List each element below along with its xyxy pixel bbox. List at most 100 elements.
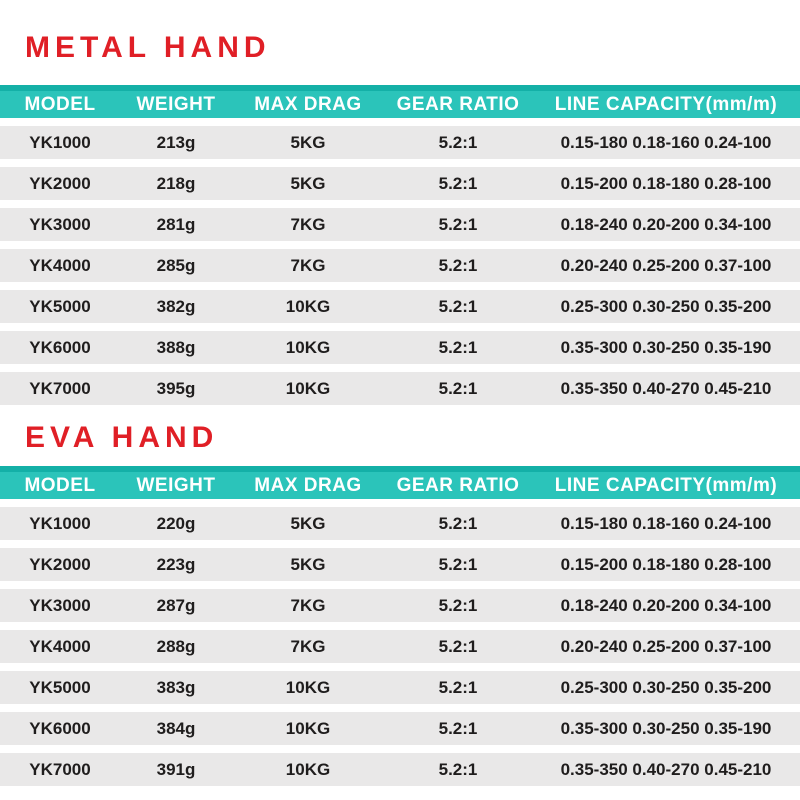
table-row: YK1000 220g 5KG 5.2:1 0.15-180 0.18-160 0.24… xyxy=(0,507,800,540)
table-cell: 0.20-240 0.25-200 0.37-100 xyxy=(560,636,772,656)
table-cell: 0.35-300 0.30-250 0.35-190 xyxy=(560,718,772,738)
table-cell: 5.2:1 xyxy=(438,595,478,615)
table-cell: 7KG xyxy=(290,255,326,275)
table-body: YK1000 213g 5KG 5.2:1 0.15-180 0.18-160 0.24… xyxy=(0,118,800,405)
table-cell: YK2000 xyxy=(29,554,91,574)
table-cell: 5KG xyxy=(290,554,326,574)
table-cell: 5.2:1 xyxy=(438,255,478,275)
table-cell: 383g xyxy=(156,677,196,697)
table-row: YK6000 384g 10KG 5.2:1 0.35-300 0.30-250 0.3… xyxy=(0,712,800,745)
table-cell: 5.2:1 xyxy=(438,718,478,738)
table-cell: 5.2:1 xyxy=(438,214,478,234)
table-cell: 5.2:1 xyxy=(438,337,478,357)
table-cell: 5.2:1 xyxy=(438,173,478,193)
column-header: WEIGHT xyxy=(136,93,216,115)
table-cell: 288g xyxy=(156,636,196,656)
table-cell: 388g xyxy=(156,337,196,357)
table-cell: YK5000 xyxy=(29,296,91,316)
table-cell: 5.2:1 xyxy=(438,554,478,574)
table-row: YK3000 287g 7KG 5.2:1 0.18-240 0.20-200 0.34… xyxy=(0,589,800,622)
table-cell: 0.20-240 0.25-200 0.37-100 xyxy=(560,255,772,275)
table-cell: 0.15-180 0.18-160 0.24-100 xyxy=(560,132,772,152)
table-cell: 5.2:1 xyxy=(438,513,478,533)
table-cell: 0.35-350 0.40-270 0.45-210 xyxy=(560,378,772,398)
table-cell: 220g xyxy=(156,513,196,533)
table-cell: 10KG xyxy=(285,378,331,398)
spec-table-section: EVA HAND MODEL WEIGHT MAX DRAG GEAR RATIO LIN… xyxy=(0,405,800,786)
table-cell: 287g xyxy=(156,595,196,615)
column-header: MODEL xyxy=(24,474,96,496)
table-row: YK4000 285g 7KG 5.2:1 0.20-240 0.25-200 0.37… xyxy=(0,249,800,282)
table-cell: 5.2:1 xyxy=(438,378,478,398)
column-header: MODEL xyxy=(24,93,96,115)
table-row: YK5000 382g 10KG 5.2:1 0.25-300 0.30-250 0.3… xyxy=(0,290,800,323)
table-cell: 10KG xyxy=(285,677,331,697)
table-cell: YK4000 xyxy=(29,255,91,275)
table-row: YK2000 223g 5KG 5.2:1 0.15-200 0.18-180 0.28… xyxy=(0,548,800,581)
column-header: MAX DRAG xyxy=(254,474,362,496)
column-header: LINE CAPACITY(mm/m) xyxy=(554,93,778,115)
table-cell: YK7000 xyxy=(29,759,91,779)
table-row: YK6000 388g 10KG 5.2:1 0.35-300 0.30-250 0.3… xyxy=(0,331,800,364)
table-body: YK1000 220g 5KG 5.2:1 0.15-180 0.18-160 0.24… xyxy=(0,499,800,786)
table-cell: 395g xyxy=(156,378,196,398)
table-cell: 0.15-200 0.18-180 0.28-100 xyxy=(560,554,772,574)
table-cell: YK3000 xyxy=(29,214,91,234)
spec-table-section: METAL HAND MODEL WEIGHT MAX DRAG GEAR RATIO L… xyxy=(0,30,800,405)
table-cell: YK4000 xyxy=(29,636,91,656)
table-cell: YK3000 xyxy=(29,595,91,615)
table-row: YK1000 213g 5KG 5.2:1 0.15-180 0.18-160 0.24… xyxy=(0,126,800,159)
table-cell: YK6000 xyxy=(29,718,91,738)
table-cell: 5KG xyxy=(290,132,326,152)
table-cell: 0.35-300 0.30-250 0.35-190 xyxy=(560,337,772,357)
table-cell: 5.2:1 xyxy=(438,677,478,697)
table-cell: 218g xyxy=(156,173,196,193)
table-row: YK4000 288g 7KG 5.2:1 0.20-240 0.25-200 0.37… xyxy=(0,630,800,663)
section-title: EVA HAND xyxy=(25,420,219,454)
table-cell: 223g xyxy=(156,554,196,574)
table-cell: 0.25-300 0.30-250 0.35-200 xyxy=(560,677,772,697)
column-header: GEAR RATIO xyxy=(396,474,520,496)
table-cell: 213g xyxy=(156,132,196,152)
table-header-row: MODEL WEIGHT MAX DRAG GEAR RATIO LINE CAPACI… xyxy=(0,85,800,118)
table-cell: 10KG xyxy=(285,337,331,357)
table-cell: 5.2:1 xyxy=(438,296,478,316)
table-row: YK5000 383g 10KG 5.2:1 0.25-300 0.30-250 0.3… xyxy=(0,671,800,704)
table-header-row: MODEL WEIGHT MAX DRAG GEAR RATIO LINE CAPACI… xyxy=(0,466,800,499)
table-cell: 0.15-200 0.18-180 0.28-100 xyxy=(560,173,772,193)
table-cell: 0.18-240 0.20-200 0.34-100 xyxy=(560,214,772,234)
table-cell: YK1000 xyxy=(29,513,91,533)
table-cell: YK5000 xyxy=(29,677,91,697)
table-cell: 384g xyxy=(156,718,196,738)
table-cell: YK6000 xyxy=(29,337,91,357)
table-cell: 0.25-300 0.30-250 0.35-200 xyxy=(560,296,772,316)
table-cell: 0.15-180 0.18-160 0.24-100 xyxy=(560,513,772,533)
table-cell: YK2000 xyxy=(29,173,91,193)
table-cell: 5.2:1 xyxy=(438,636,478,656)
table-cell: YK1000 xyxy=(29,132,91,152)
table-cell: 285g xyxy=(156,255,196,275)
table-cell: 7KG xyxy=(290,636,326,656)
column-header: MAX DRAG xyxy=(254,93,362,115)
table-cell: YK7000 xyxy=(29,378,91,398)
table-cell: 10KG xyxy=(285,296,331,316)
table-cell: 5.2:1 xyxy=(438,759,478,779)
table-row: YK2000 218g 5KG 5.2:1 0.15-200 0.18-180 0.28… xyxy=(0,167,800,200)
table-cell: 5KG xyxy=(290,513,326,533)
table-cell: 281g xyxy=(156,214,196,234)
table-cell: 0.18-240 0.20-200 0.34-100 xyxy=(560,595,772,615)
table-cell: 7KG xyxy=(290,214,326,234)
table-cell: 391g xyxy=(156,759,196,779)
section-title: METAL HAND xyxy=(25,30,271,64)
table-cell: 5KG xyxy=(290,173,326,193)
table-cell: 5.2:1 xyxy=(438,132,478,152)
table-row: YK7000 395g 10KG 5.2:1 0.35-350 0.40-270 0.4… xyxy=(0,372,800,405)
table-cell: 10KG xyxy=(285,759,331,779)
table-cell: 382g xyxy=(156,296,196,316)
table-cell: 0.35-350 0.40-270 0.45-210 xyxy=(560,759,772,779)
table-row: YK7000 391g 10KG 5.2:1 0.35-350 0.40-270 0.4… xyxy=(0,753,800,786)
table-cell: 10KG xyxy=(285,718,331,738)
table-row: YK3000 281g 7KG 5.2:1 0.18-240 0.20-200 0.34… xyxy=(0,208,800,241)
column-header: GEAR RATIO xyxy=(396,93,520,115)
